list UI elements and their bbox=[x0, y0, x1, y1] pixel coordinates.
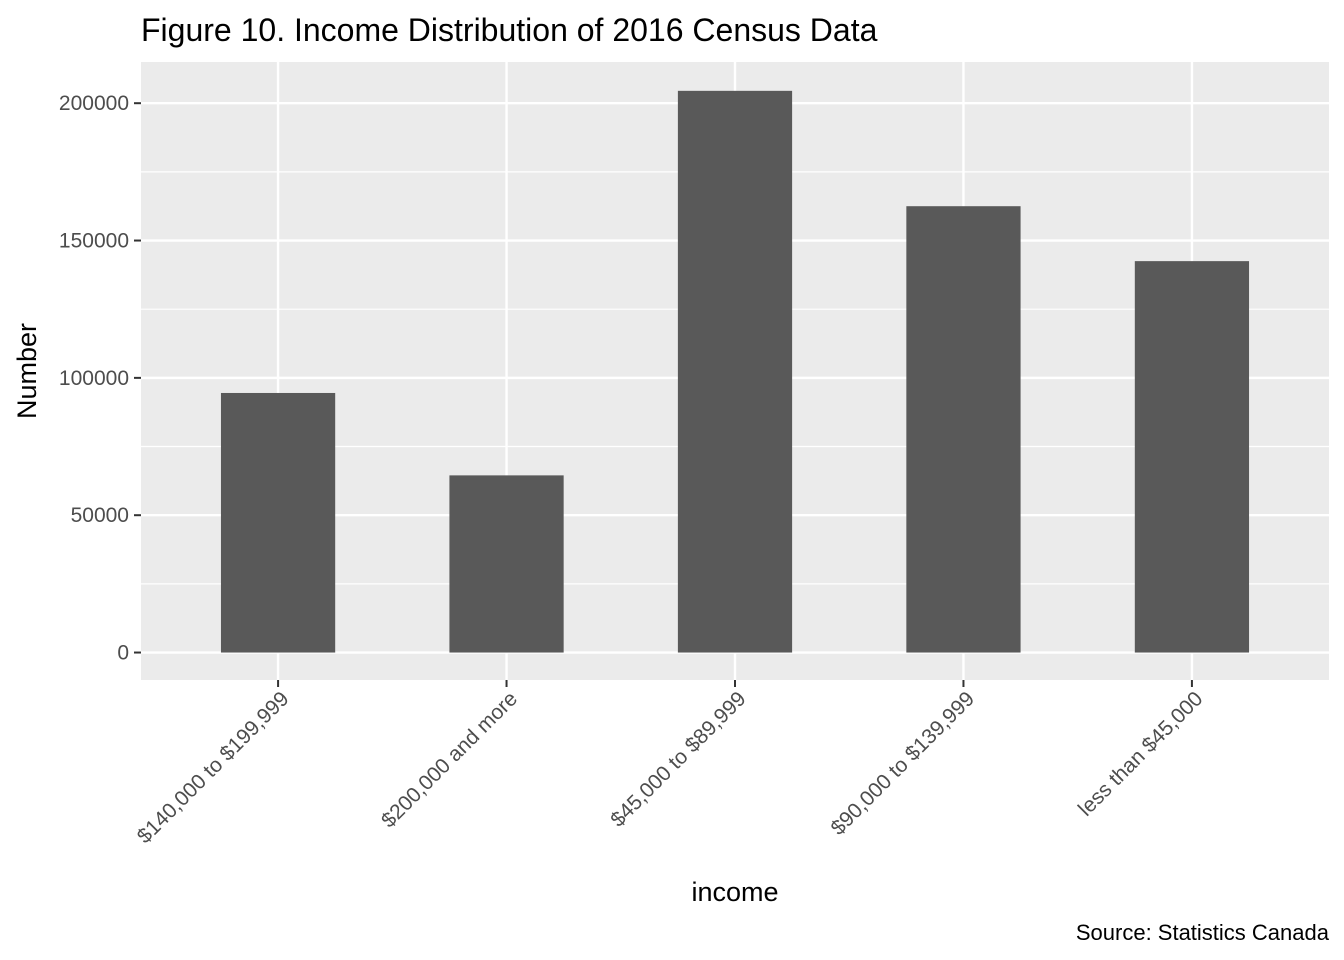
bar bbox=[1134, 261, 1250, 653]
y-tick-label: 100000 bbox=[59, 367, 129, 390]
x-axis: $140,000 to $199,999 $200,000 and more $45… bbox=[133, 680, 1207, 848]
x-tick-label: $200,000 and more bbox=[377, 687, 522, 832]
y-tick-label: 200000 bbox=[59, 92, 129, 115]
bar bbox=[220, 392, 336, 653]
y-tick-label: 150000 bbox=[59, 230, 129, 253]
bar bbox=[449, 475, 564, 653]
bars-layer bbox=[220, 90, 1250, 653]
x-tick-label: less than $45,000 bbox=[1074, 687, 1207, 820]
x-tick-label: $45,000 to $89,999 bbox=[606, 687, 750, 831]
chart-caption: Source: Statistics Canada bbox=[1076, 920, 1330, 945]
x-tick-label: $140,000 to $199,999 bbox=[133, 687, 294, 848]
x-axis-title: income bbox=[691, 877, 778, 907]
x-tick-label: $90,000 to $139,999 bbox=[826, 687, 979, 840]
y-axis: 0 50000 100000 150000 200000 bbox=[59, 92, 141, 665]
bar bbox=[677, 90, 793, 653]
y-tick-label: 50000 bbox=[71, 504, 129, 527]
y-axis-title: Number bbox=[12, 323, 42, 419]
bar bbox=[906, 206, 1021, 653]
y-tick-label: 0 bbox=[117, 642, 129, 665]
chart-title: Figure 10. Income Distribution of 2016 C… bbox=[141, 12, 878, 48]
